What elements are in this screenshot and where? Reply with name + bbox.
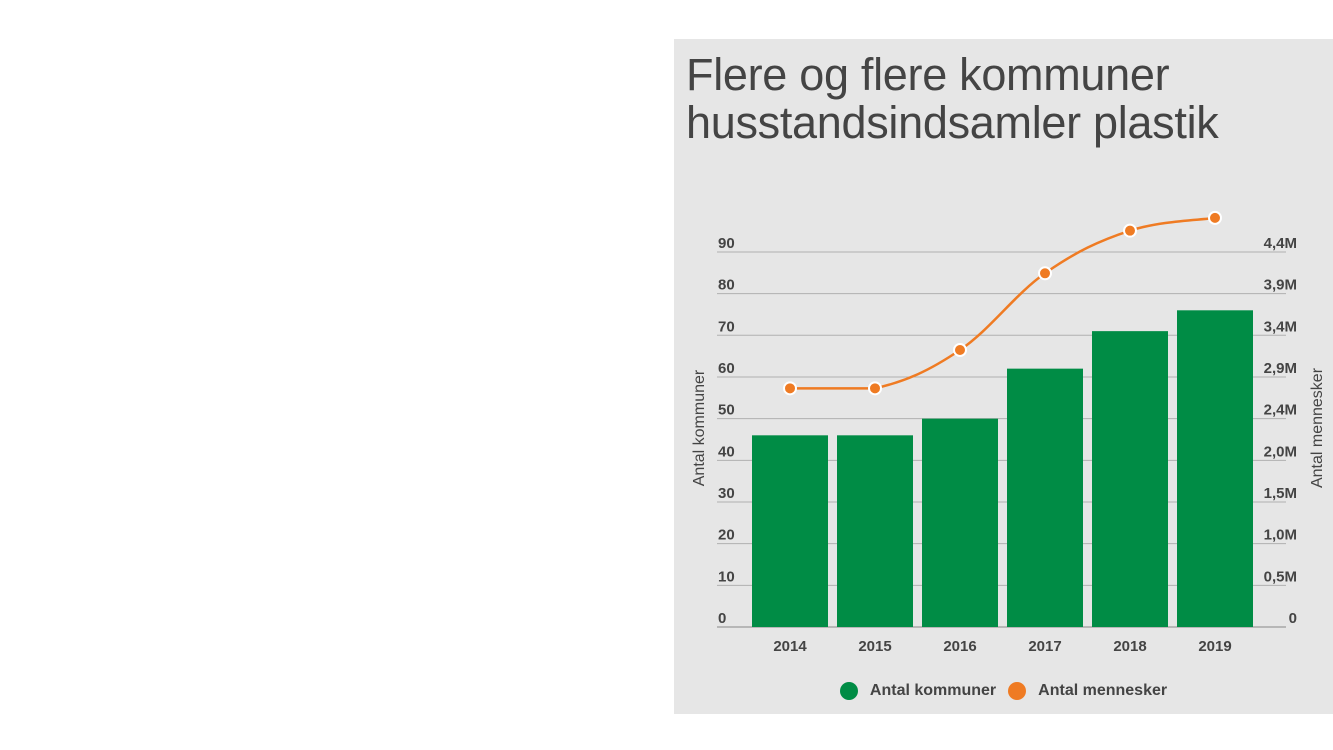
y-right-tick-7: 3,4M <box>1264 318 1297 335</box>
bar-2019 <box>1177 310 1253 627</box>
x-tick-2018: 2018 <box>1113 638 1146 655</box>
y-right-tick-8: 3,9M <box>1264 277 1297 294</box>
x-tick-2015: 2015 <box>858 638 891 655</box>
point-2017 <box>1038 266 1052 281</box>
x-tick-2017: 2017 <box>1028 638 1061 655</box>
bar-2017 <box>1007 368 1083 627</box>
point-2019 <box>1208 210 1222 225</box>
x-tick-2019: 2019 <box>1198 638 1231 655</box>
point-2015 <box>868 381 882 396</box>
y-left-tick-90: 90 <box>718 235 735 252</box>
y-left-tick-60: 60 <box>718 360 735 377</box>
y-right-tick-9: 4,4M <box>1264 235 1297 252</box>
bar-2014 <box>752 435 828 627</box>
bars <box>752 310 1253 627</box>
y-left-tick-20: 20 <box>718 527 735 544</box>
chart-panel: Flere og flere kommuner husstandsindsaml… <box>674 39 1333 714</box>
line-antal-mennesker <box>789 216 1216 390</box>
x-tick-2016: 2016 <box>943 638 976 655</box>
legend-label-antal-mennesker: Antal mennesker <box>1038 682 1168 699</box>
combo-chart: 0 10 20 30 40 50 60 70 80 90 0 0,5M 1,0M 1,5M 2,0M 2,4M… <box>691 210 1326 655</box>
legend-label-antal-kommuner: Antal kommuner <box>869 682 997 699</box>
legend-item-antal-kommuner: Antal kommuner <box>839 682 997 700</box>
legend-swatch-antal-mennesker <box>1008 682 1027 700</box>
y-left-tick-30: 30 <box>718 485 735 502</box>
y-left-tick-0: 0 <box>718 610 726 627</box>
y-right-tick-6: 2,9M <box>1264 360 1297 377</box>
legend: Antal kommuner Antal mennesker <box>674 682 1333 700</box>
chart-title: Flere og flere kommuner husstandsindsaml… <box>686 49 1219 148</box>
y-axis-left-title: Antal kommuner <box>691 369 708 486</box>
bar-2018 <box>1092 331 1168 627</box>
y-right-tick-2: 1,0M <box>1264 527 1297 544</box>
tick-labels: 0 10 20 30 40 50 60 70 80 90 0 0,5M 1,0M 1,5M 2,0M 2,4M… <box>718 235 1297 655</box>
legend-item-antal-mennesker: Antal mennesker <box>1008 682 1167 700</box>
y-left-tick-50: 50 <box>718 402 735 419</box>
y-right-tick-1: 0,5M <box>1264 568 1297 585</box>
point-2016 <box>953 342 967 357</box>
y-right-tick-5: 2,4M <box>1264 402 1297 419</box>
y-axis-right-title: Antal mennesker <box>1309 367 1326 488</box>
bar-2016 <box>922 418 998 627</box>
y-left-tick-10: 10 <box>718 568 735 585</box>
line-series <box>783 210 1222 396</box>
legend-swatch-antal-kommuner <box>839 682 858 700</box>
chart-title-line-1: Flere og flere kommuner <box>686 49 1170 100</box>
y-left-tick-70: 70 <box>718 318 735 335</box>
bar-2015 <box>837 435 913 627</box>
y-right-tick-4: 2,0M <box>1264 443 1297 460</box>
y-right-tick-3: 1,5M <box>1264 485 1297 502</box>
y-left-tick-40: 40 <box>718 443 735 460</box>
x-tick-2014: 2014 <box>773 638 807 655</box>
chart-title-line-2: husstandsindsamler plastik <box>686 97 1219 148</box>
y-left-tick-80: 80 <box>718 277 735 294</box>
point-2018 <box>1123 223 1137 238</box>
y-right-tick-0: 0 <box>1289 610 1297 627</box>
point-2014 <box>783 381 797 396</box>
